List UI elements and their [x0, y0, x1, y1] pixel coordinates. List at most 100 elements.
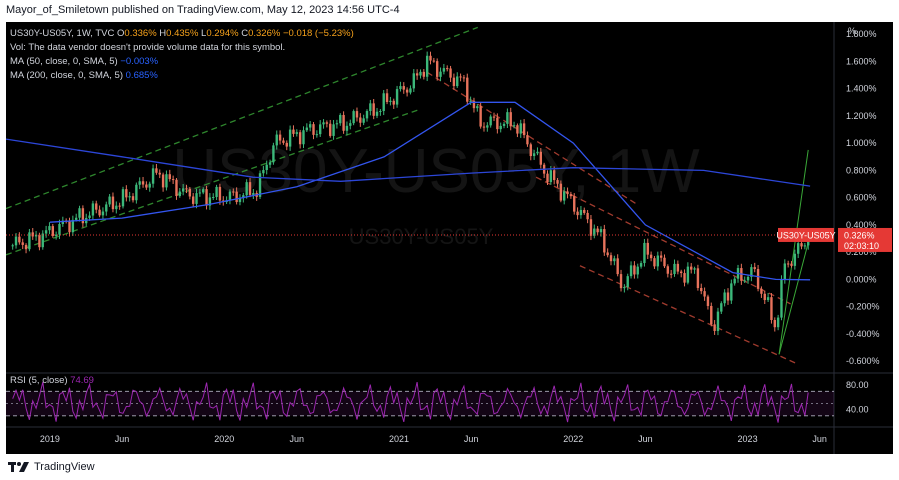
candle-body — [556, 180, 559, 184]
candle-body — [512, 125, 516, 127]
candle-body — [248, 182, 252, 195]
y-tick-label: -0.400% — [846, 329, 880, 339]
legend-rsi-line: RSI (5, close) 74.69 — [10, 375, 94, 386]
candle-body — [292, 129, 295, 134]
candle-body — [536, 151, 539, 154]
candle-body — [700, 287, 703, 292]
candle-body — [419, 71, 422, 76]
candle-body — [522, 123, 526, 136]
candle-body — [302, 130, 305, 145]
candle-body — [790, 263, 793, 266]
candle-body — [262, 170, 265, 174]
candle-body — [205, 189, 208, 206]
candle-body — [218, 186, 222, 201]
candle-body — [800, 243, 803, 247]
candle-body — [349, 123, 352, 126]
candle-body — [519, 123, 522, 134]
candle-body — [51, 226, 54, 236]
rsi-line — [12, 381, 809, 423]
candle-body — [34, 234, 38, 237]
candle-body — [242, 195, 245, 199]
candle-body — [586, 212, 589, 220]
footer-brand: TradingView — [34, 461, 95, 473]
candle-body — [315, 134, 319, 136]
candle-body — [178, 191, 182, 197]
y-tick-label: 0.000% — [846, 274, 877, 284]
y-tick-label: -0.200% — [846, 302, 880, 312]
candle-body — [168, 174, 171, 180]
candle-body — [746, 276, 750, 281]
candle-body — [44, 230, 48, 234]
candle-body — [355, 111, 359, 118]
candle-body — [212, 196, 215, 198]
candle-body — [766, 297, 770, 301]
candle-body — [516, 125, 519, 134]
candle-body — [325, 122, 329, 124]
y-tick-label: 1.000% — [846, 138, 877, 148]
candle-body — [623, 287, 626, 289]
chart-frame[interactable]: US30Y-US05Y, 1W US30Y-US05Y 1.800% 1.600% 1.… — [6, 22, 893, 454]
chart-canvas[interactable]: US30Y-US05Y, 1WUS30Y-US05Y1.800%1.600%1.… — [6, 22, 893, 454]
candle-body — [646, 242, 649, 255]
legend-ma50-line: MA (50, close, 0, SMA, 5) −0.003% — [10, 56, 158, 67]
candle-body — [489, 116, 492, 126]
candle-body — [81, 208, 85, 224]
candle-body — [639, 263, 643, 267]
candle-body — [151, 168, 155, 184]
y-tick-label: -0.600% — [846, 356, 880, 366]
candle-body — [690, 266, 693, 270]
candle-body — [559, 183, 563, 201]
candle-body — [171, 179, 175, 181]
candle-body — [753, 267, 756, 270]
candle-body — [633, 265, 636, 275]
candle-body — [589, 219, 593, 236]
legend-close-label: C — [241, 28, 249, 39]
candle-body — [54, 234, 58, 236]
candle-body — [322, 122, 325, 125]
downtrend-channel-middle — [535, 176, 791, 305]
candle-body — [18, 236, 21, 243]
candle-body — [148, 183, 151, 188]
candle-body — [683, 273, 686, 283]
candle-body — [95, 203, 98, 210]
y-tick-label: 0.800% — [846, 165, 877, 175]
legend-close-value: 0.326% — [248, 28, 281, 39]
candle-body — [435, 61, 439, 77]
candle-body — [713, 324, 716, 331]
rsi-tick-label: 80.00 — [846, 380, 869, 390]
candle-body — [526, 135, 529, 145]
candle-body — [359, 117, 362, 123]
candle-body — [796, 243, 800, 254]
candle-body — [636, 266, 639, 275]
candle-body — [108, 196, 111, 205]
candle-body — [288, 129, 292, 147]
candle-body — [392, 100, 395, 105]
candle-body — [345, 125, 349, 131]
candle-body — [472, 100, 476, 109]
candle-body — [91, 203, 95, 216]
legend-low-label: L — [201, 28, 207, 39]
candle-body — [770, 297, 773, 321]
candle-body — [395, 89, 399, 105]
candle-body — [252, 193, 255, 195]
candle-body — [486, 125, 489, 128]
y-tick-label: 0.400% — [846, 220, 877, 230]
candle-body — [629, 265, 633, 277]
legend-change-value: −0.018 (−5.23%) — [282, 28, 354, 39]
legend-symbol-line: US30Y-US05Y, 1W, TVC O0.336% H0.435% L0.… — [10, 28, 354, 39]
candle-body — [235, 191, 238, 203]
candle-body — [733, 278, 736, 284]
price-badge-countdown: 02:03:10 — [844, 241, 879, 251]
candle-body — [563, 191, 566, 201]
candle-body — [285, 142, 288, 147]
candle-body — [369, 103, 372, 112]
candle-body — [135, 184, 138, 201]
candle-body — [88, 215, 91, 218]
candle-body — [442, 68, 446, 72]
candle-body — [41, 233, 44, 248]
candle-body — [165, 174, 168, 188]
x-tick-label: 2020 — [214, 434, 234, 444]
candle-body — [118, 205, 121, 207]
candle-body — [185, 188, 188, 190]
candle-body — [115, 205, 118, 210]
